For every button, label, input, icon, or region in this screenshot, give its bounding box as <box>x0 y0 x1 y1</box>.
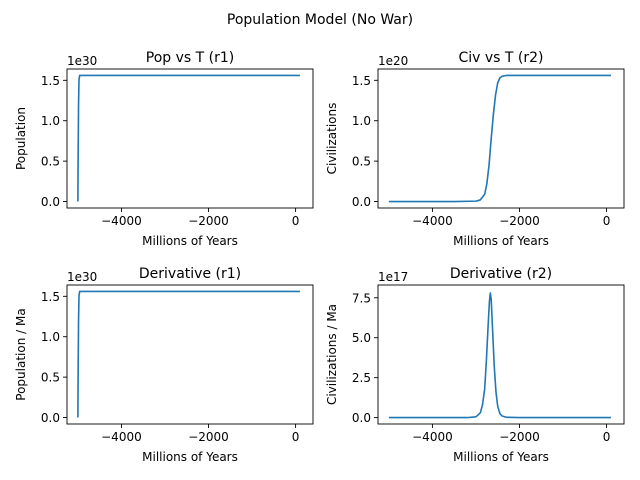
x-tick-label: 0 <box>292 430 300 444</box>
subplot-title: Pop vs T (r1) <box>146 50 234 66</box>
y-tick-label: 0.0 <box>41 411 60 425</box>
y-tick-label: 5.0 <box>352 331 371 345</box>
subplot-4: Derivative (r2) −4000 −2000 0 0.0 2.5 5.0 7.5 1e… <box>325 266 625 464</box>
x-tick-label: 0 <box>603 214 611 228</box>
subplot-title: Derivative (r1) <box>139 266 241 282</box>
y-tick-label: 0.5 <box>41 155 60 169</box>
x-tick-label: −4000 <box>412 430 453 444</box>
series-line <box>388 292 611 419</box>
y-tick-label: 0.0 <box>41 195 60 209</box>
x-axis-label: Millions of Years <box>453 234 549 248</box>
x-tick-label: 0 <box>292 214 300 228</box>
x-tick-label: −2000 <box>499 430 540 444</box>
axes-frame <box>66 68 314 209</box>
y-axis-label: Civilizations / Ma <box>325 304 339 405</box>
x-axis-label: Millions of Years <box>142 450 238 464</box>
x-tick-label: −2000 <box>499 214 540 228</box>
y-offset-label: 1e20 <box>378 54 408 68</box>
subplots-group: Pop vs T (r1) −4000 −2000 0 0.0 0.5 1.0 1.5 1e30… <box>14 50 625 464</box>
series-line <box>77 290 300 418</box>
x-tick-label: −4000 <box>101 214 142 228</box>
axes-frame <box>377 68 625 209</box>
x-tick-label: −4000 <box>101 430 142 444</box>
subplot-1: Pop vs T (r1) −4000 −2000 0 0.0 0.5 1.0 1.5 1e30… <box>14 50 314 248</box>
y-tick-label: 1.0 <box>41 114 60 128</box>
y-tick-label: 0.0 <box>352 411 371 425</box>
x-tick-label: −2000 <box>188 214 229 228</box>
x-tick-label: −2000 <box>188 430 229 444</box>
y-offset-label: 1e30 <box>67 270 97 284</box>
y-tick-label: 1.0 <box>41 330 60 344</box>
axes-frame <box>377 284 625 425</box>
subplot-title: Derivative (r2) <box>450 266 552 282</box>
y-tick-label: 1.5 <box>41 74 60 88</box>
x-axis-label: Millions of Years <box>453 450 549 464</box>
axes-frame <box>66 284 314 425</box>
subplot-3: Derivative (r1) −4000 −2000 0 0.0 0.5 1.0 1.5 1e… <box>14 266 314 464</box>
y-tick-label: 1.5 <box>41 290 60 304</box>
x-axis-label: Millions of Years <box>142 234 238 248</box>
subplot-2: Civ vs T (r2) −4000 −2000 0 0.0 0.5 1.0 1.5 1e20… <box>325 50 625 248</box>
y-axis-label: Civilizations <box>325 103 339 175</box>
x-tick-label: 0 <box>603 430 611 444</box>
y-offset-label: 1e30 <box>67 54 97 68</box>
series-line <box>388 74 611 203</box>
series-line <box>77 74 300 202</box>
y-tick-label: 1.5 <box>352 74 371 88</box>
y-tick-label: 1.0 <box>352 114 371 128</box>
y-tick-label: 0.5 <box>41 371 60 385</box>
y-tick-label: 0.5 <box>352 155 371 169</box>
y-axis-label: Population <box>14 107 28 170</box>
figure-title: Population Model (No War) <box>227 12 413 28</box>
y-tick-label: 7.5 <box>352 291 371 305</box>
subplot-title: Civ vs T (r2) <box>458 50 543 66</box>
y-tick-label: 2.5 <box>352 371 371 385</box>
y-offset-label: 1e17 <box>378 270 408 284</box>
x-tick-label: −4000 <box>412 214 453 228</box>
y-axis-label: Population / Ma <box>14 308 28 400</box>
y-tick-label: 0.0 <box>352 195 371 209</box>
